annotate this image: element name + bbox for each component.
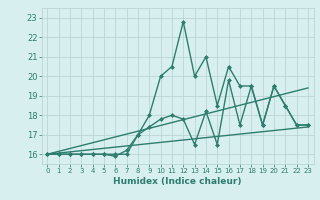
X-axis label: Humidex (Indice chaleur): Humidex (Indice chaleur) bbox=[113, 177, 242, 186]
